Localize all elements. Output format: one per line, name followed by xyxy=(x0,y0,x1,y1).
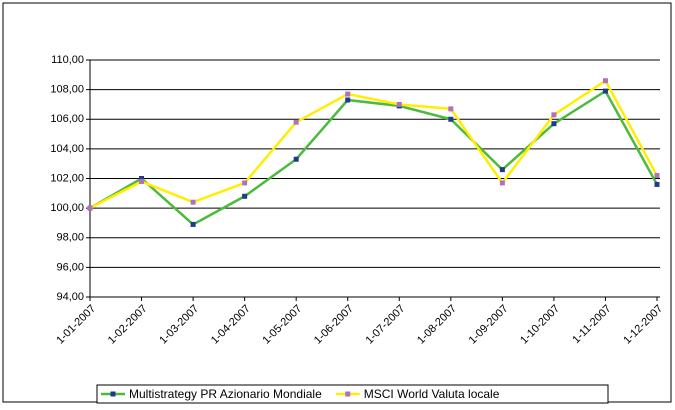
legend: Multistrategy PR Azionario Mondiale MSCI … xyxy=(96,384,609,404)
y-tick-label: 104,00 xyxy=(50,143,84,155)
legend-marker xyxy=(110,391,116,397)
marker xyxy=(602,78,608,84)
marker xyxy=(242,180,248,186)
marker xyxy=(139,176,145,181)
marker xyxy=(448,106,454,112)
marker xyxy=(602,88,608,94)
y-tick-label: 110,00 xyxy=(51,54,84,66)
y-tick-label: 96,00 xyxy=(56,261,84,273)
legend-marker xyxy=(345,391,351,397)
y-tick-label: 100,00 xyxy=(50,202,84,214)
marker xyxy=(345,91,351,97)
chart-frame xyxy=(2,2,672,403)
marker xyxy=(499,180,505,186)
y-tick-label: 98,00 xyxy=(56,232,84,244)
legend-label: Multistrategy PR Azionario Mondiale xyxy=(129,387,322,401)
marker xyxy=(345,97,351,103)
marker xyxy=(242,193,248,199)
marker xyxy=(654,181,660,187)
marker xyxy=(551,112,557,118)
y-tick-label: 108,00 xyxy=(50,84,84,96)
y-tick-label: 94,00 xyxy=(56,291,84,303)
marker xyxy=(190,199,196,205)
marker xyxy=(499,167,505,173)
marker xyxy=(293,156,299,162)
marker xyxy=(293,119,299,125)
marker xyxy=(551,121,557,127)
y-tick-label: 102,00 xyxy=(50,172,84,184)
y-tick-label: 106,00 xyxy=(50,113,84,125)
series-line xyxy=(89,78,659,210)
marker xyxy=(448,116,454,122)
series-line xyxy=(89,89,659,226)
marker xyxy=(190,221,196,227)
marker xyxy=(87,205,93,211)
legend-label: MSCI World Valuta locale xyxy=(364,387,500,401)
marker xyxy=(139,178,145,184)
marker xyxy=(396,101,402,107)
marker xyxy=(654,173,660,179)
